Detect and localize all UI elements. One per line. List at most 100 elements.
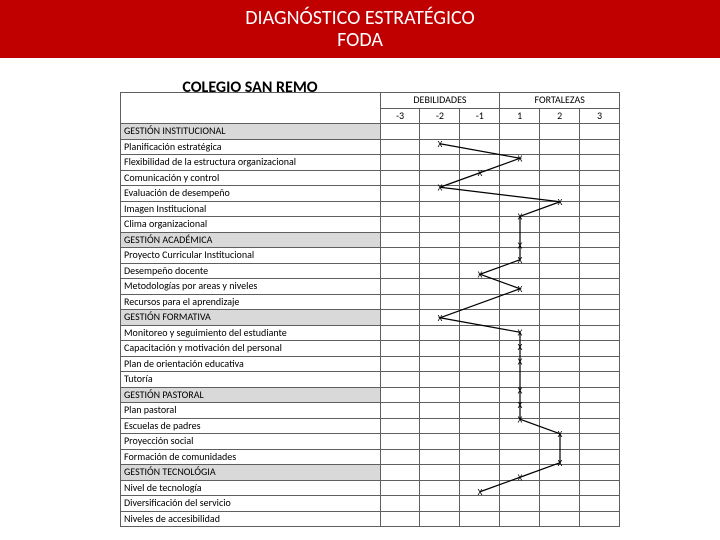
col-header-2: 2 (540, 108, 580, 124)
cell (500, 403, 540, 419)
cell (420, 403, 460, 419)
cell (420, 170, 460, 186)
data-row: Niveles de accesibilidad (121, 511, 620, 527)
cell (380, 124, 420, 140)
cell (580, 356, 620, 372)
cell (380, 263, 420, 279)
cell (460, 356, 500, 372)
cell (500, 449, 540, 465)
cell (460, 139, 500, 155)
cell (500, 170, 540, 186)
cell (460, 403, 500, 419)
section-row: GESTIÓN PASTORAL (121, 387, 620, 403)
data-row: Proyección social (121, 434, 620, 450)
cell (580, 294, 620, 310)
cell (500, 465, 540, 481)
cell (420, 248, 460, 264)
cell (380, 217, 420, 233)
cell (580, 418, 620, 434)
cell (500, 279, 540, 295)
cell (580, 124, 620, 140)
cell (380, 170, 420, 186)
cell (500, 124, 540, 140)
cell (460, 372, 500, 388)
cell (540, 186, 580, 202)
cell (420, 232, 460, 248)
cell (540, 449, 580, 465)
data-row: Diversificación del servicio (121, 496, 620, 512)
cell (500, 310, 540, 326)
cell (380, 356, 420, 372)
cell (500, 511, 540, 527)
cell (420, 449, 460, 465)
row-label: Comunicación y control (121, 170, 381, 186)
cell (420, 465, 460, 481)
cell (500, 139, 540, 155)
col-header--2: -2 (420, 108, 460, 124)
row-label: Nivel de tecnología (121, 480, 381, 496)
data-row: Monitoreo y seguimiento del estudiante (121, 325, 620, 341)
cell (460, 449, 500, 465)
cell (540, 325, 580, 341)
cell (460, 496, 500, 512)
cell (540, 372, 580, 388)
cell (540, 248, 580, 264)
cell (580, 170, 620, 186)
cell (500, 325, 540, 341)
cell (580, 186, 620, 202)
section-row: GESTIÓN TECNOLÓGIA (121, 465, 620, 481)
row-label: Clima organizacional (121, 217, 381, 233)
cell (500, 356, 540, 372)
row-label: Flexibilidad de la estructura organizaci… (121, 155, 381, 171)
cell (580, 248, 620, 264)
cell (500, 387, 540, 403)
row-label: Monitoreo y seguimiento del estudiante (121, 325, 381, 341)
row-label: GESTIÓN FORMATIVA (121, 310, 381, 326)
data-row: Evaluación de desempeño (121, 186, 620, 202)
cell (540, 124, 580, 140)
cell (540, 496, 580, 512)
cell (420, 263, 460, 279)
col-header-3: 3 (580, 108, 620, 124)
cell (580, 480, 620, 496)
row-label: Capacitación y motivación del personal (121, 341, 381, 357)
cell (380, 186, 420, 202)
title-banner: DIAGNÓSTICO ESTRATÉGICO FODA (0, 0, 720, 58)
cell (380, 201, 420, 217)
cell (420, 372, 460, 388)
cell (460, 201, 500, 217)
cell (420, 310, 460, 326)
cell (420, 387, 460, 403)
data-row: Proyecto Curricular Institucional (121, 248, 620, 264)
cell (500, 217, 540, 233)
cell (540, 356, 580, 372)
cell (540, 279, 580, 295)
data-row: Planificación estratégica (121, 139, 620, 155)
header-blank (121, 93, 381, 124)
cell (460, 341, 500, 357)
cell (460, 155, 500, 171)
cell (460, 480, 500, 496)
cell (380, 465, 420, 481)
row-label: Planificación estratégica (121, 139, 381, 155)
col-header-1: 1 (500, 108, 540, 124)
row-label: Metodologías por areas y niveles (121, 279, 381, 295)
cell (380, 310, 420, 326)
data-row: Nivel de tecnología (121, 480, 620, 496)
cell (460, 124, 500, 140)
cell (540, 387, 580, 403)
row-label: Proyección social (121, 434, 381, 450)
data-row: Capacitación y motivación del personal (121, 341, 620, 357)
col-header--1: -1 (460, 108, 500, 124)
cell (580, 155, 620, 171)
cell (380, 480, 420, 496)
cell (420, 325, 460, 341)
cell (540, 418, 580, 434)
col-header--3: -3 (380, 108, 420, 124)
cell (460, 170, 500, 186)
data-row: Plan de orientación educativa (121, 356, 620, 372)
cell (460, 186, 500, 202)
cell (380, 325, 420, 341)
row-label: GESTIÓN ACADÉMICA (121, 232, 381, 248)
cell (380, 418, 420, 434)
